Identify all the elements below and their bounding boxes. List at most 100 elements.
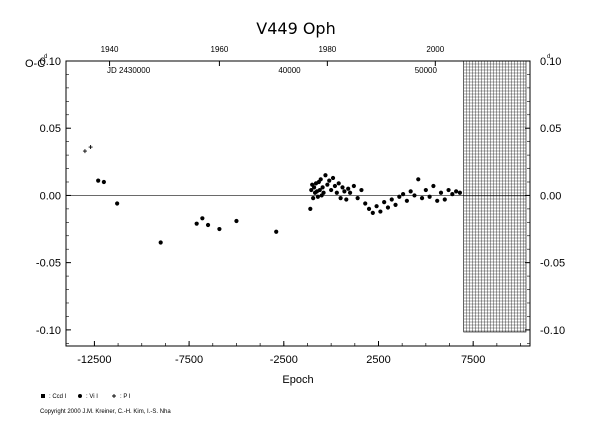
y-tick-label-right: 0.05 <box>540 123 561 135</box>
data-point-diamond <box>370 210 375 216</box>
data-point-diamond <box>355 196 360 201</box>
data-point-diamond <box>318 177 323 182</box>
data-point-diamond <box>446 187 451 193</box>
data-point-diamond <box>311 196 316 201</box>
year-tick-label: 1980 <box>318 45 336 54</box>
data-point-diamond <box>412 193 417 198</box>
data-point-diamond <box>423 187 428 193</box>
x-tick-label: -2500 <box>270 354 298 366</box>
plot-frame <box>65 60 531 347</box>
data-point-diamond <box>416 177 421 182</box>
jd-label: JD 2430000 <box>107 66 151 75</box>
data-point-diamond <box>431 183 436 189</box>
data-point-diamond <box>325 182 330 187</box>
data-point-diamond <box>450 191 455 197</box>
data-point-diamond <box>311 185 317 190</box>
data-point-diamond <box>336 181 341 186</box>
data-point-diamond <box>338 196 343 201</box>
y-tick-label-left: -0.10 <box>36 325 61 337</box>
data-point-diamond <box>442 197 447 202</box>
data-point-diamond <box>397 194 402 199</box>
y-tick-label-left: 0.10 <box>40 56 61 68</box>
data-point-diamond <box>382 200 387 205</box>
data-point-diamond <box>351 183 356 189</box>
data-point-diamond <box>309 187 314 193</box>
data-point-diamond <box>342 189 347 194</box>
data-point-diamond <box>366 206 372 211</box>
y-tick-label-right: -0.10 <box>540 325 565 337</box>
data-point-diamond <box>427 194 432 199</box>
jd-tick-label: 50000 <box>415 66 438 75</box>
data-point-diamond <box>359 187 364 193</box>
data-point-diamond <box>438 190 444 195</box>
data-point-diamond <box>327 178 332 183</box>
y-tick-label-right: 0.10 <box>540 56 561 68</box>
data-point-diamond <box>274 229 279 234</box>
data-point-diamond <box>385 205 391 210</box>
data-point-diamond <box>315 194 320 199</box>
year-tick-label: 1960 <box>211 45 229 54</box>
y-unit-superscript-left: d <box>44 54 47 60</box>
y-tick-label-left: 0.05 <box>40 123 61 135</box>
data-point-diamond <box>200 216 205 221</box>
y-unit-superscript-right: d <box>547 54 550 60</box>
copyright-text: Copyright 2000 J.M. Kreiner, C.-H. Kim, … <box>40 409 171 415</box>
x-tick-label: -12500 <box>77 354 111 366</box>
legend-symbol-square <box>41 394 45 398</box>
y-tick-label-right: -0.05 <box>540 258 565 270</box>
data-point-diamond <box>101 179 106 185</box>
data-point-diamond <box>435 198 440 203</box>
legend-label: : Vi I <box>86 394 98 400</box>
data-point-diamond <box>347 190 353 195</box>
y-tick-label-left: 0.00 <box>40 190 61 202</box>
legend-symbol-diamond <box>78 394 82 398</box>
data-point-diamond <box>158 240 163 245</box>
data-point-diamond <box>205 222 211 228</box>
data-point-diamond <box>308 206 313 211</box>
data-point-diamond <box>96 178 101 183</box>
data-point-diamond <box>363 201 368 206</box>
hatch-border <box>463 60 527 333</box>
data-point-diamond <box>344 197 349 202</box>
data-point-diamond <box>321 190 326 195</box>
data-point-plus <box>82 149 87 154</box>
data-point-diamond <box>334 190 339 195</box>
legend-label: : P I <box>120 394 131 400</box>
data-point-diamond <box>323 173 328 178</box>
data-point-diamond <box>217 226 222 232</box>
data-point-diamond <box>317 187 322 193</box>
data-point-diamond <box>340 185 345 190</box>
data-point-diamond <box>330 175 336 181</box>
data-point-diamond <box>374 204 379 209</box>
data-point-diamond <box>404 198 409 203</box>
data-point-diamond <box>393 202 398 207</box>
chart-title: V449 Oph <box>256 19 335 38</box>
x-tick-label: 7500 <box>461 354 485 366</box>
data-point-diamond <box>320 185 325 190</box>
x-tick-label: 2500 <box>366 354 390 366</box>
data-point-diamond <box>457 190 463 195</box>
data-point-diamond <box>332 183 338 189</box>
data-point-diamond <box>234 218 239 224</box>
year-tick-label: 2000 <box>426 45 444 54</box>
year-tick-label: 1940 <box>101 45 119 54</box>
data-point-diamond <box>419 196 425 201</box>
data-point-diamond <box>378 209 383 214</box>
x-tick-label: -7500 <box>175 354 203 366</box>
data-point-diamond <box>401 191 406 197</box>
data-point-diamond <box>389 197 394 202</box>
legend: : Ccd I: Vi I: P I <box>41 394 131 400</box>
data-point-plus <box>88 145 93 150</box>
data-point-diamond <box>408 189 413 194</box>
data-point-diamond <box>346 186 351 191</box>
jd-tick-label: 40000 <box>278 66 301 75</box>
y-axis-label: O-C <box>25 58 45 70</box>
data-point-diamond <box>115 201 120 206</box>
y-tick-label-left: -0.05 <box>36 258 61 270</box>
legend-symbol-plus <box>112 394 116 398</box>
data-point-diamond <box>454 189 459 194</box>
data-point-diamond <box>329 187 334 193</box>
x-axis-label: Epoch <box>282 374 313 386</box>
y-tick-label-right: 0.00 <box>540 190 561 202</box>
